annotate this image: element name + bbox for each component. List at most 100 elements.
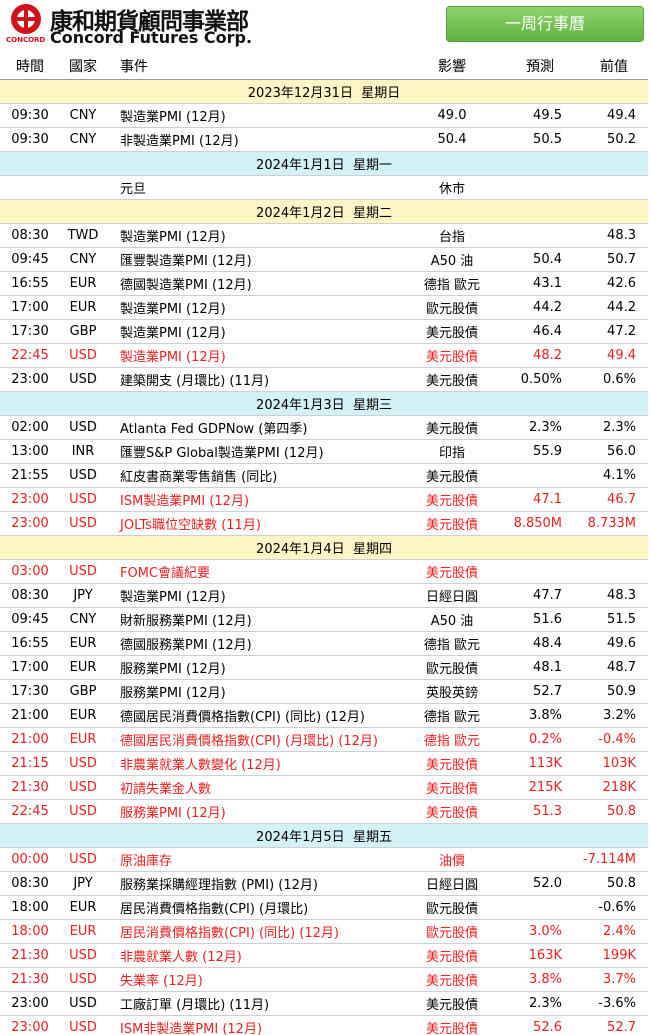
event: 製造業PMI (12月)	[106, 295, 406, 320]
impact: 美元股債	[406, 367, 498, 392]
previous: 42.6	[574, 271, 648, 296]
event: 服務業採購經理指數 (PMI) (12月)	[106, 871, 406, 896]
event: 元旦	[106, 175, 406, 200]
logo-small-text: CONCORD	[6, 36, 46, 44]
country: USD	[60, 1015, 106, 1035]
time: 21:00	[0, 703, 60, 728]
forecast: 2.3%	[498, 415, 574, 440]
forecast: 3.8%	[498, 703, 574, 728]
event-row: 18:00 EUR 居民消費價格指數(CPI) (月環比) 歐元股債 -0.6%	[0, 895, 648, 920]
date-row: 2024年1月2日 星期二	[0, 199, 648, 224]
event: 居民消費價格指數(CPI) (同比) (12月)	[106, 919, 406, 944]
event-row: 21:30 USD 失業率 (12月) 美元股債 3.8% 3.7%	[0, 967, 648, 992]
column-header: 影響	[406, 52, 498, 80]
forecast: 44.2	[498, 295, 574, 320]
event-row: 16:55 EUR 德國服務業PMI (12月) 德指 歐元 48.4 49.6	[0, 631, 648, 656]
country: USD	[60, 775, 106, 800]
column-header: 時間	[0, 52, 60, 80]
previous: 56.0	[574, 439, 648, 464]
previous: 52.7	[574, 1015, 648, 1035]
event-row: 18:00 EUR 居民消費價格指數(CPI) (同比) (12月) 歐元股債 3.0%…	[0, 919, 648, 944]
time: 08:30	[0, 583, 60, 608]
time: 03:00	[0, 559, 60, 584]
date: 2024年1月2日 星期二	[0, 199, 648, 224]
event: 德國服務業PMI (12月)	[106, 631, 406, 656]
event-row: 21:30 USD 非農就業人數 (12月) 美元股債 163K 199K	[0, 943, 648, 968]
event-row: 22:45 USD 製造業PMI (12月) 美元股債 48.2 49.4	[0, 343, 648, 368]
event-row: 22:45 USD 服務業PMI (12月) 美元股債 51.3 50.8	[0, 799, 648, 824]
impact: 日經日圓	[406, 871, 498, 896]
time: 08:30	[0, 871, 60, 896]
logo-english: Concord Futures Corp.	[50, 28, 253, 47]
impact: 美元股債	[406, 799, 498, 824]
country: EUR	[60, 271, 106, 296]
time: 02:00	[0, 415, 60, 440]
impact: 美元股債	[406, 463, 498, 488]
forecast	[498, 175, 574, 200]
impact: 休市	[406, 175, 498, 200]
country: CNY	[60, 607, 106, 632]
event: 失業率 (12月)	[106, 967, 406, 992]
forecast: 3.0%	[498, 919, 574, 944]
logo-emblem	[11, 4, 41, 34]
country: JPY	[60, 871, 106, 896]
impact: 50.4	[406, 127, 498, 152]
forecast: 51.3	[498, 799, 574, 824]
country: USD	[60, 367, 106, 392]
event: ISM製造業PMI (12月)	[106, 487, 406, 512]
forecast: 47.7	[498, 583, 574, 608]
time: 21:30	[0, 943, 60, 968]
forecast	[498, 223, 574, 248]
forecast	[498, 463, 574, 488]
impact: 英股英鎊	[406, 679, 498, 704]
previous: 49.4	[574, 343, 648, 368]
previous: 51.5	[574, 607, 648, 632]
event-row: 21:15 USD 非農業就業人數變化 (12月) 美元股債 113K 103K	[0, 751, 648, 776]
country: CNY	[60, 103, 106, 128]
impact: 美元股債	[406, 967, 498, 992]
event: 匯豐製造業PMI (12月)	[106, 247, 406, 272]
event: 德國居民消費價格指數(CPI) (同比) (12月)	[106, 703, 406, 728]
previous: 3.2%	[574, 703, 648, 728]
impact: A50 油	[406, 607, 498, 632]
event: 居民消費價格指數(CPI) (月環比)	[106, 895, 406, 920]
country: INR	[60, 439, 106, 464]
event-row: 09:30 CNY 非製造業PMI (12月) 50.4 50.5 50.2	[0, 127, 648, 152]
previous: 50.2	[574, 127, 648, 152]
impact: 德指 歐元	[406, 271, 498, 296]
country: JPY	[60, 583, 106, 608]
impact: 美元股債	[406, 751, 498, 776]
forecast: 215K	[498, 775, 574, 800]
previous: 199K	[574, 943, 648, 968]
event: ISM非製造業PMI (12月)	[106, 1015, 406, 1035]
time: 09:45	[0, 247, 60, 272]
country: GBP	[60, 679, 106, 704]
forecast: 43.1	[498, 271, 574, 296]
country: USD	[60, 463, 106, 488]
time: 23:00	[0, 487, 60, 512]
impact: 美元股債	[406, 415, 498, 440]
impact: 美元股債	[406, 559, 498, 584]
calendar-button[interactable]: 一周行事曆	[446, 6, 644, 42]
event-row: 09:45 CNY 財新服務業PMI (12月) A50 油 51.6 51.5	[0, 607, 648, 632]
forecast: 49.5	[498, 103, 574, 128]
impact: 德指 歐元	[406, 727, 498, 752]
event-row: 21:55 USD 紅皮書商業零售銷售 (同比) 美元股債 4.1%	[0, 463, 648, 488]
impact: 美元股債	[406, 487, 498, 512]
impact: 美元股債	[406, 319, 498, 344]
impact: 美元股債	[406, 1015, 498, 1035]
event: FOMC會議紀要	[106, 559, 406, 584]
time: 00:00	[0, 847, 60, 872]
event: 服務業PMI (12月)	[106, 679, 406, 704]
previous: 47.2	[574, 319, 648, 344]
event-row: 16:55 EUR 德國製造業PMI (12月) 德指 歐元 43.1 42.6	[0, 271, 648, 296]
event: 服務業PMI (12月)	[106, 799, 406, 824]
forecast: 46.4	[498, 319, 574, 344]
country: CNY	[60, 127, 106, 152]
previous: 4.1%	[574, 463, 648, 488]
time	[0, 175, 60, 200]
country: USD	[60, 991, 106, 1016]
event-row: 17:30 GBP 製造業PMI (12月) 美元股債 46.4 47.2	[0, 319, 648, 344]
time: 21:30	[0, 775, 60, 800]
event-row: 23:00 USD 工廠訂單 (月環比) (11月) 美元股債 2.3% -3.6%	[0, 991, 648, 1016]
